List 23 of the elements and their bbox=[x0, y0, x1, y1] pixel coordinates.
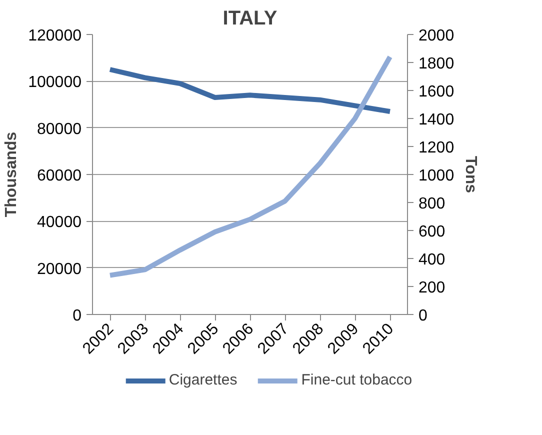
y2-axis-title: Tons bbox=[462, 156, 480, 194]
y-tick-label: 0 bbox=[72, 308, 82, 324]
y-tick-label: 60000 bbox=[37, 168, 82, 184]
y2-tick-label: 1000 bbox=[418, 168, 454, 184]
y2-tick-label: 2000 bbox=[418, 28, 454, 44]
legend-label: Cigarettes bbox=[168, 372, 238, 388]
y-tick-label: 120000 bbox=[28, 28, 82, 44]
y-tick-label: 40000 bbox=[37, 214, 82, 232]
y2-tick-label: 400 bbox=[418, 252, 446, 268]
y2-tick-label: 800 bbox=[418, 196, 446, 212]
y2-tick-label: 1600 bbox=[418, 84, 454, 100]
y-tick-label: 100000 bbox=[28, 74, 82, 92]
y2-tick-label: 200 bbox=[418, 280, 446, 296]
y2-tick-label: 0 bbox=[418, 308, 428, 324]
y-tick-label: 80000 bbox=[37, 120, 82, 138]
y-axis-title: Thousands bbox=[3, 132, 20, 218]
chart-title: ITALY bbox=[222, 8, 278, 30]
y2-tick-label: 1200 bbox=[418, 140, 454, 156]
y-tick-label: 20000 bbox=[37, 260, 82, 278]
y2-tick-label: 600 bbox=[418, 224, 446, 240]
y2-tick-label: 1800 bbox=[418, 56, 454, 72]
y2-tick-label: 1400 bbox=[418, 112, 454, 128]
legend-label: Fine-cut tobacco bbox=[301, 372, 412, 388]
